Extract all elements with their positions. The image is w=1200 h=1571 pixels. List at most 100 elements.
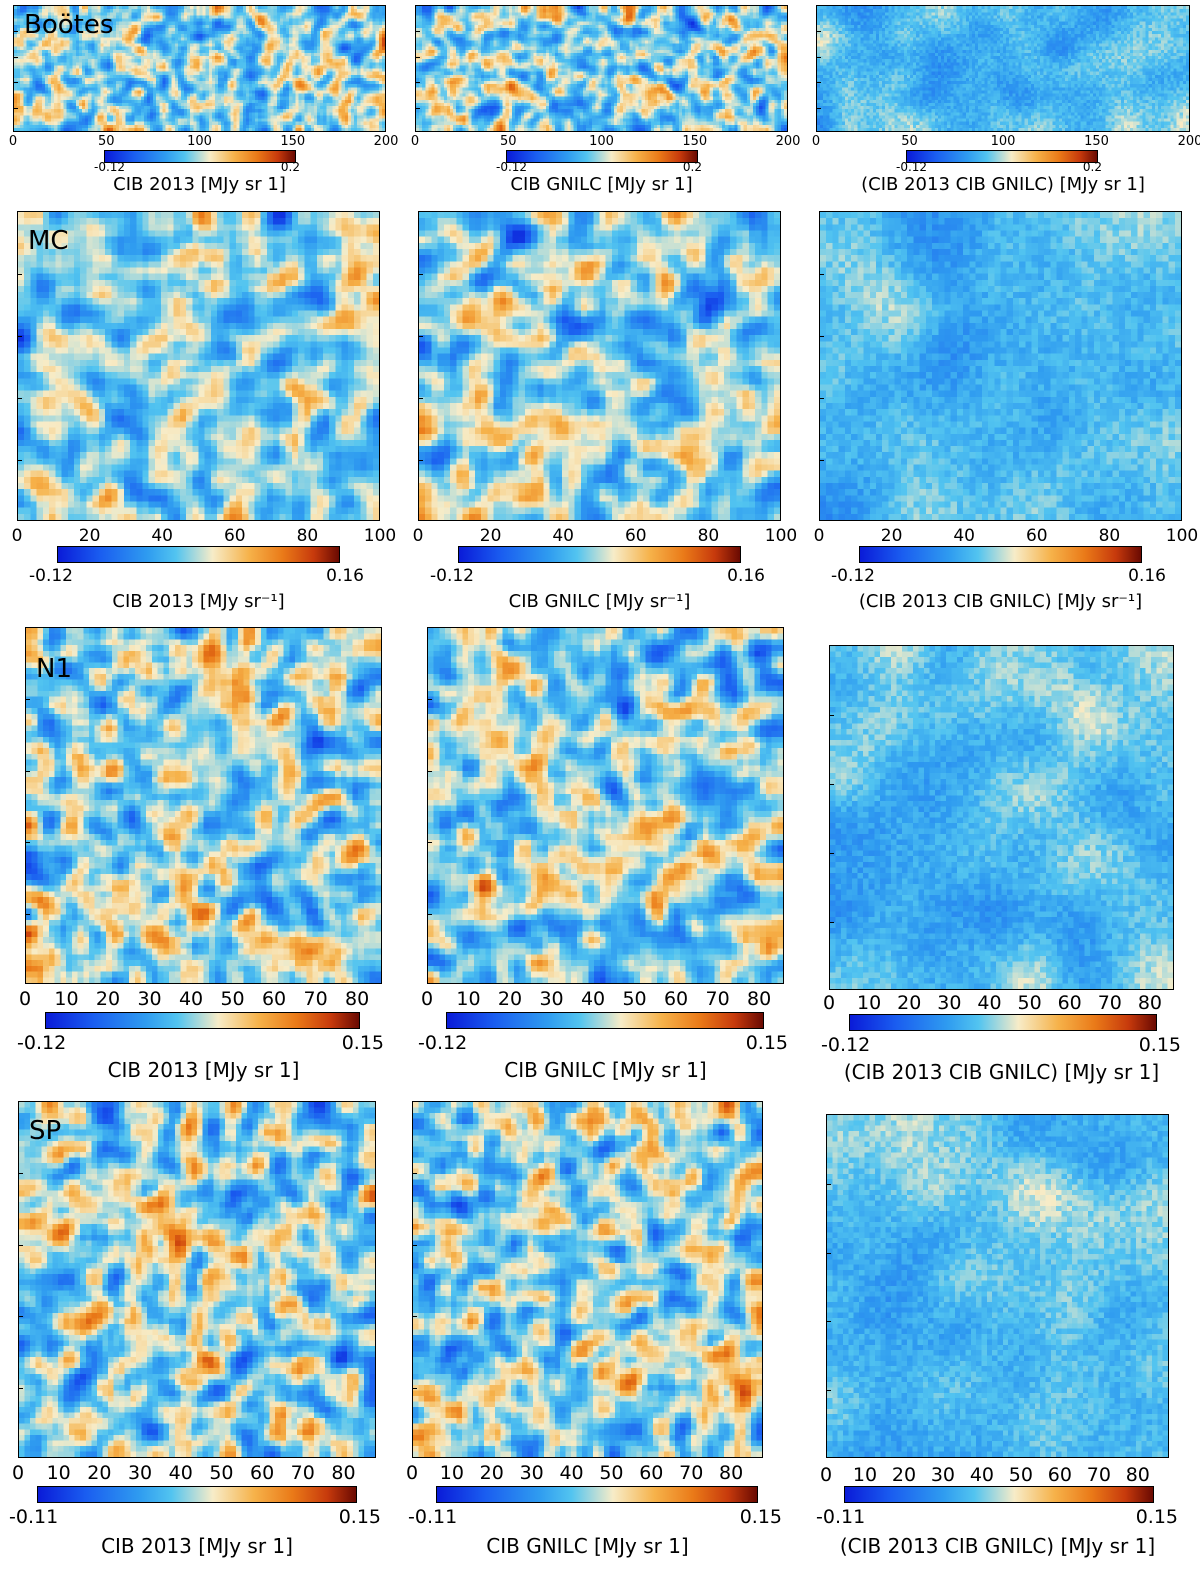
colorbar	[506, 150, 698, 163]
x-tick-label: 0	[11, 526, 23, 546]
x-tick-label: 20	[497, 988, 523, 1010]
x-tick-label: 50	[220, 988, 245, 1010]
heatmap-cells	[827, 1115, 1168, 1457]
colorbar-max: 0.2	[280, 160, 300, 174]
x-tick-label: 200	[373, 134, 399, 149]
x-tick-label: 60	[639, 1462, 664, 1484]
x-tick-label: 80	[718, 1462, 744, 1484]
x-tick-label: 200	[1177, 134, 1200, 149]
heatmap-cells	[820, 212, 1181, 520]
colorbar	[849, 1014, 1157, 1031]
x-tick-label: 50	[901, 134, 918, 149]
map-mc-cib2013: MC	[17, 211, 380, 521]
y-tick-marks	[820, 212, 824, 520]
y-tick-marks	[19, 1102, 23, 1457]
x-tick-label: 100	[990, 134, 1016, 149]
x-tick-label: 20	[479, 526, 502, 546]
colorbar-min: -0.12	[831, 566, 875, 586]
x-tick-label: 80	[344, 988, 370, 1010]
x-tick-label: 0	[405, 1462, 419, 1484]
map-n1-diff	[829, 645, 1174, 990]
x-tick-label: 20	[891, 1464, 917, 1486]
x-tick-label: 0	[412, 526, 424, 546]
x-tick-label: 80	[746, 988, 772, 1010]
colorbar	[906, 150, 1098, 163]
map-n1-cib2013: N1	[25, 627, 382, 984]
heatmap-cells	[817, 6, 1189, 131]
heatmap-cells	[19, 1102, 375, 1457]
x-tick-label: 50	[499, 134, 517, 149]
x-tick-label: 70	[1097, 992, 1122, 1014]
x-tick-label: 40	[168, 1462, 193, 1484]
colorbar-min: -0.12	[94, 160, 126, 174]
heatmap-cells	[413, 1102, 762, 1457]
x-tick-label: 70	[705, 988, 730, 1010]
colorbar	[859, 546, 1142, 563]
x-tick-label: 20	[880, 526, 903, 546]
map-sp-diff	[826, 1114, 1169, 1458]
x-tick-label: 70	[303, 988, 328, 1010]
colorbar-label: (CIB 2013 CIB GNILC) [MJy sr 1]	[861, 174, 1145, 195]
x-tick-label: 60	[1057, 992, 1082, 1014]
heatmap-cells	[830, 646, 1173, 989]
x-tick-label: 80	[1098, 526, 1121, 546]
colorbar-max: 0.16	[727, 566, 765, 586]
heatmap-cells	[26, 628, 381, 983]
colorbar-min: -0.12	[430, 566, 474, 586]
heatmap-cells	[419, 212, 780, 520]
x-tick-label: 70	[290, 1462, 315, 1484]
colorbar-label: CIB GNILC [MJy sr⁻¹]	[508, 591, 691, 612]
colorbar-min: -0.12	[821, 1034, 871, 1056]
map-mc-gnilc	[418, 211, 781, 521]
x-tick-label: 0	[813, 526, 825, 546]
x-tick-label: 60	[249, 1462, 275, 1484]
colorbar-min: -0.12	[17, 1032, 67, 1054]
heatmap-cells	[428, 628, 783, 983]
x-tick-label: 150	[682, 134, 708, 149]
colorbar-label: (CIB 2013 CIB GNILC) [MJy sr 1]	[839, 1534, 1156, 1558]
colorbar	[844, 1486, 1154, 1503]
x-tick-label: 40	[953, 526, 976, 546]
x-tick-label: 10	[439, 1462, 464, 1484]
colorbar-label: CIB GNILC [MJy sr 1]	[486, 1534, 689, 1558]
colorbar-label: CIB 2013 [MJy sr⁻¹]	[112, 591, 285, 612]
colorbar-min: -0.12	[896, 160, 928, 174]
x-tick-label: 70	[1086, 1464, 1111, 1486]
x-tick-label: 50	[599, 1462, 624, 1484]
x-tick-label: 40	[977, 992, 1002, 1014]
colorbar-label: (CIB 2013 CIB GNILC) [MJy sr 1]	[843, 1060, 1160, 1084]
x-tick-label: 100	[589, 134, 614, 149]
map-bootes-diff	[816, 5, 1190, 132]
x-tick-label: 0	[8, 134, 18, 149]
x-tick-label: 80	[1137, 992, 1163, 1014]
x-tick-label: 50	[97, 134, 115, 149]
x-tick-label: 0	[420, 988, 434, 1010]
x-tick-label: 150	[1084, 134, 1109, 149]
x-tick-label: 0	[819, 1464, 833, 1486]
region-label: SP	[29, 1116, 62, 1146]
x-tick-label: 0	[822, 992, 836, 1014]
colorbar-min: -0.11	[408, 1506, 458, 1528]
colorbar	[446, 1012, 764, 1029]
x-tick-label: 30	[930, 1464, 956, 1486]
x-tick-label: 60	[1047, 1464, 1072, 1486]
x-tick-label: 10	[456, 988, 481, 1010]
colorbar-max: 0.2	[682, 160, 702, 174]
colorbar-max: 0.16	[1128, 566, 1166, 586]
colorbar-label: CIB 2013 [MJy sr 1]	[113, 174, 286, 195]
x-tick-label: 60	[223, 526, 246, 546]
x-tick-label: 20	[87, 1462, 112, 1484]
y-tick-marks	[830, 646, 834, 989]
x-tick-label: 10	[852, 1464, 878, 1486]
y-tick-marks	[18, 212, 22, 520]
map-bootes-gnilc	[415, 5, 788, 132]
colorbar-min: -0.12	[496, 160, 528, 174]
x-tick-label: 70	[679, 1462, 704, 1484]
x-tick-label: 50	[1008, 1464, 1033, 1486]
x-tick-label: 80	[1125, 1464, 1150, 1486]
x-tick-label: 60	[663, 988, 689, 1010]
x-tick-label: 20	[95, 988, 121, 1010]
x-tick-label: 20	[897, 992, 922, 1014]
colorbar	[458, 546, 741, 563]
y-tick-marks	[413, 1102, 417, 1457]
